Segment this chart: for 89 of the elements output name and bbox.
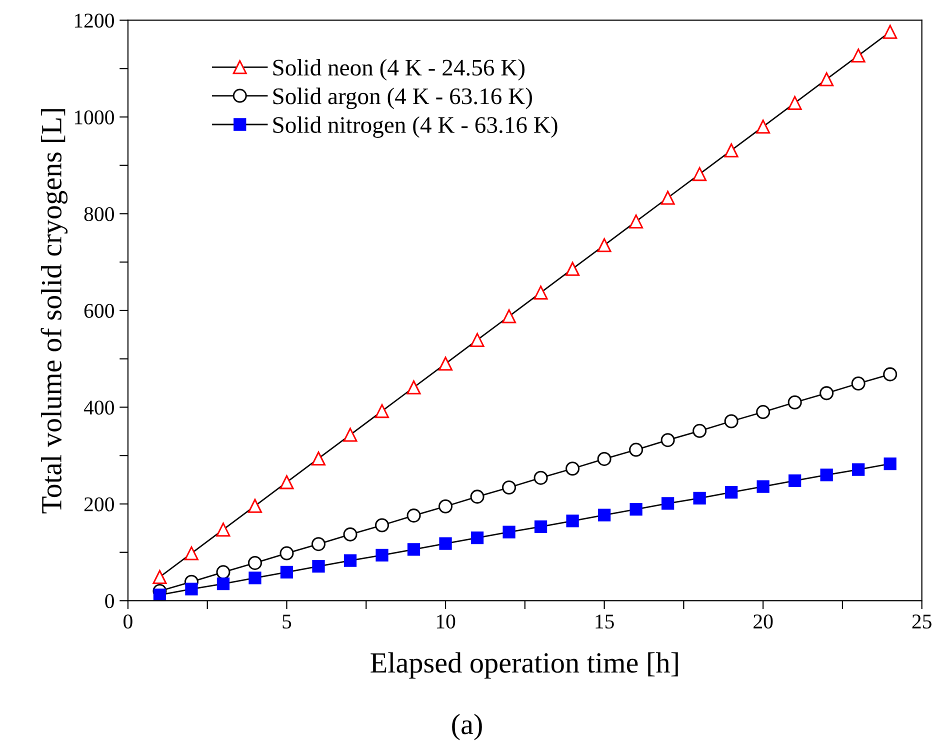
point <box>566 262 580 276</box>
point <box>724 143 738 158</box>
point <box>374 518 390 532</box>
point <box>185 582 198 596</box>
legend-label: Solid argon (4 K - 63.16 K) <box>273 88 532 110</box>
point <box>406 508 421 523</box>
point <box>756 120 770 134</box>
point <box>438 499 453 514</box>
point <box>883 367 898 382</box>
point <box>788 395 802 410</box>
x-tick-label: 25 <box>912 614 932 629</box>
point <box>693 492 706 504</box>
text: (a) <box>452 714 482 740</box>
point <box>724 414 738 428</box>
point <box>248 572 262 584</box>
point <box>788 474 802 488</box>
point <box>852 463 865 476</box>
point <box>597 452 612 466</box>
y-axis-title: Total volume of solid cryogens [L] <box>40 109 68 514</box>
point <box>534 286 548 300</box>
y-tick-label: 600 <box>84 304 114 318</box>
point <box>216 577 230 590</box>
point <box>820 72 834 86</box>
point <box>692 167 707 182</box>
y-tick-label: 800 <box>84 207 114 222</box>
point <box>470 332 484 347</box>
point <box>692 424 707 438</box>
point <box>660 190 675 205</box>
point <box>725 486 738 499</box>
point <box>343 428 358 442</box>
point <box>629 214 644 228</box>
point <box>344 554 357 567</box>
x-tick-label: 0 <box>124 614 132 629</box>
y-tick-label: 1200 <box>74 14 114 28</box>
point <box>438 356 453 371</box>
legend-label: Solid nitrogen (4 K - 63.16 K) <box>273 116 558 138</box>
point <box>756 480 770 493</box>
point <box>280 566 294 578</box>
point <box>851 376 866 391</box>
point <box>820 468 833 482</box>
point <box>566 462 580 476</box>
point <box>280 546 294 560</box>
point <box>311 537 326 552</box>
point <box>883 24 898 39</box>
point <box>788 96 802 110</box>
point <box>153 588 166 601</box>
point <box>630 502 642 516</box>
x-tick-label: 5 <box>282 614 292 629</box>
y-tick-label: 400 <box>84 400 114 415</box>
point <box>439 537 452 550</box>
point <box>406 380 421 394</box>
x-axis-title: Elapsed operation time [h] <box>370 652 678 679</box>
point <box>470 490 484 504</box>
point <box>152 570 167 584</box>
point <box>820 386 834 400</box>
point <box>184 546 198 560</box>
x-tick-label: 15 <box>596 614 614 629</box>
point <box>311 451 326 466</box>
point <box>376 548 388 562</box>
point <box>502 480 516 495</box>
x-tick-label: 20 <box>754 614 773 629</box>
x-tick-label: 10 <box>436 614 456 629</box>
point <box>598 508 611 522</box>
point <box>629 442 644 457</box>
point <box>216 522 230 537</box>
point <box>343 527 358 542</box>
point <box>502 309 516 324</box>
y-tick-label: 1000 <box>74 110 114 124</box>
y-tick-label: 0 <box>105 594 114 608</box>
point <box>566 514 579 528</box>
point <box>660 433 675 448</box>
point <box>280 475 294 490</box>
point <box>661 497 674 510</box>
point <box>502 526 516 538</box>
point <box>407 543 420 556</box>
legend-label: Solid neon (4 K - 24.56 K) <box>273 59 525 80</box>
point <box>534 520 548 534</box>
point <box>756 405 770 420</box>
y-tick-label: 200 <box>84 497 114 512</box>
point <box>534 470 548 485</box>
point <box>374 404 390 418</box>
point <box>884 457 896 470</box>
point <box>470 531 484 544</box>
point <box>312 560 325 573</box>
point <box>851 48 866 63</box>
point <box>216 565 230 580</box>
point <box>248 498 262 513</box>
point <box>597 238 612 252</box>
point <box>248 556 262 570</box>
